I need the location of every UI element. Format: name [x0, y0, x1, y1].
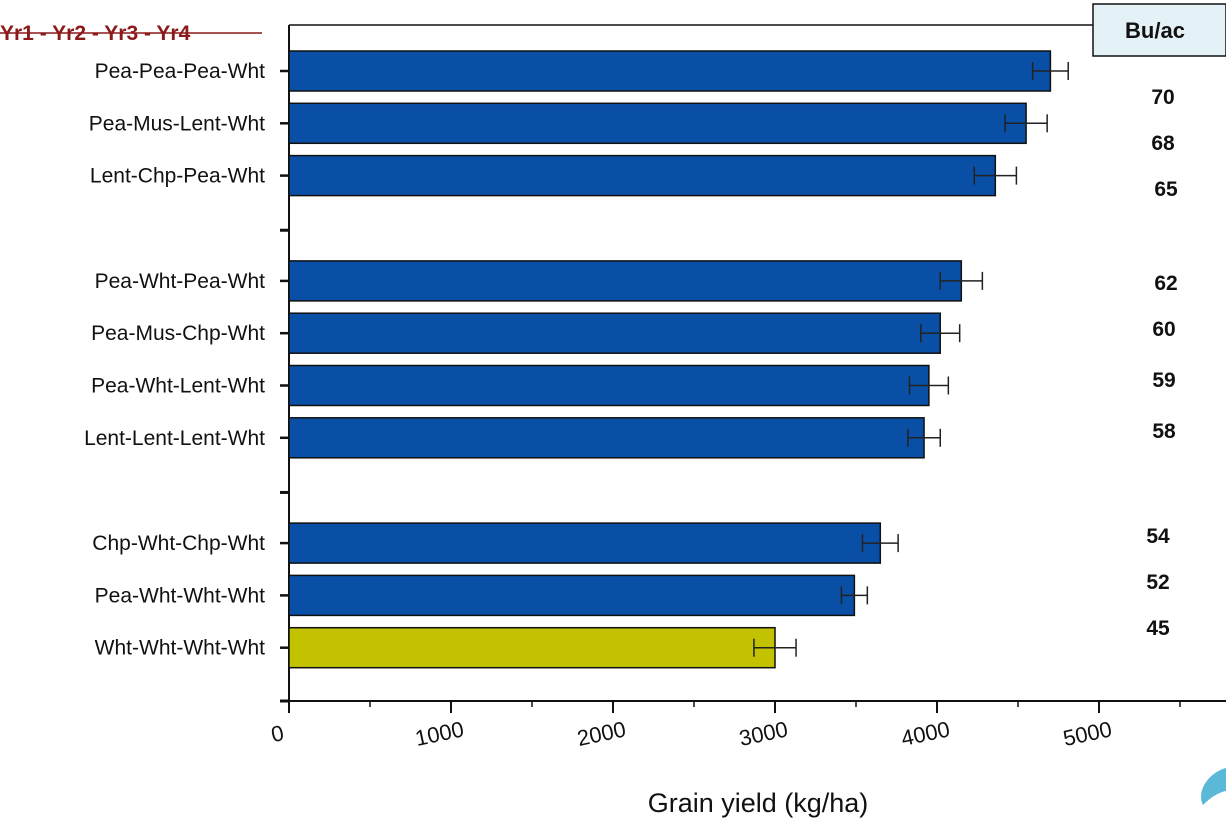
- category-label: Chp-Wht-Chp-Wht: [92, 532, 265, 555]
- bar-wht-wht-wht-wht: [288, 626, 776, 669]
- bu-ac-value: 59: [1152, 369, 1175, 392]
- category-label: Lent-Lent-Lent-Wht: [84, 427, 265, 450]
- category-label: Pea-Mus-Lent-Wht: [89, 112, 265, 135]
- bar-pea-mus-lent-wht: [288, 102, 1027, 145]
- bar-lent-chp-pea-wht: [288, 154, 997, 197]
- bar-pea-wht-pea-wht: [288, 260, 963, 302]
- bu-ac-value: 60: [1152, 318, 1175, 341]
- bu-ac-value: 58: [1152, 420, 1176, 443]
- corner-swoosh-decoration: [1201, 768, 1226, 805]
- bu-ac-header-box: [1092, 3, 1226, 57]
- bu-ac-value: 45: [1146, 617, 1170, 640]
- bar-pea-wht-lent-wht: [288, 364, 930, 407]
- bu-ac-value: 65: [1154, 178, 1178, 201]
- bu-ac-value: 54: [1146, 525, 1170, 548]
- x-tick-label: 5000: [1061, 716, 1114, 751]
- x-tick-label: 1000: [413, 716, 466, 751]
- bar-chp-wht-chp-wht: [288, 522, 882, 564]
- category-label: Pea-Mus-Chp-Wht: [91, 322, 265, 345]
- category-label: Wht-Wht-Wht-Wht: [95, 637, 265, 660]
- category-label: Lent-Chp-Pea-Wht: [90, 165, 265, 188]
- x-axis-title: Grain yield (kg/ha): [648, 788, 869, 818]
- category-label: Pea-Wht-Wht-Wht: [95, 584, 266, 607]
- bar-lent-lent-lent-wht: [288, 417, 925, 459]
- bar-pea-wht-wht-wht: [288, 574, 856, 617]
- x-tick-label: 3000: [737, 716, 790, 751]
- bu-ac-value: 68: [1151, 132, 1175, 155]
- category-label: Pea-Wht-Lent-Wht: [91, 375, 265, 398]
- x-tick-label: 2000: [575, 716, 628, 751]
- bu-ac-value: 62: [1154, 272, 1177, 295]
- bu-ac-value: 52: [1146, 571, 1169, 594]
- category-label: Pea-Pea-Pea-Wht: [95, 60, 266, 83]
- category-label: Pea-Wht-Pea-Wht: [95, 270, 266, 293]
- x-tick-label: 0: [269, 720, 286, 747]
- bu-ac-header: Bu/ac: [1125, 18, 1185, 43]
- bu-ac-value: 70: [1151, 86, 1174, 109]
- bar-pea-mus-chp-wht: [288, 312, 941, 354]
- bar-pea-pea-pea-wht: [288, 50, 1052, 92]
- x-tick-label: 4000: [899, 716, 952, 751]
